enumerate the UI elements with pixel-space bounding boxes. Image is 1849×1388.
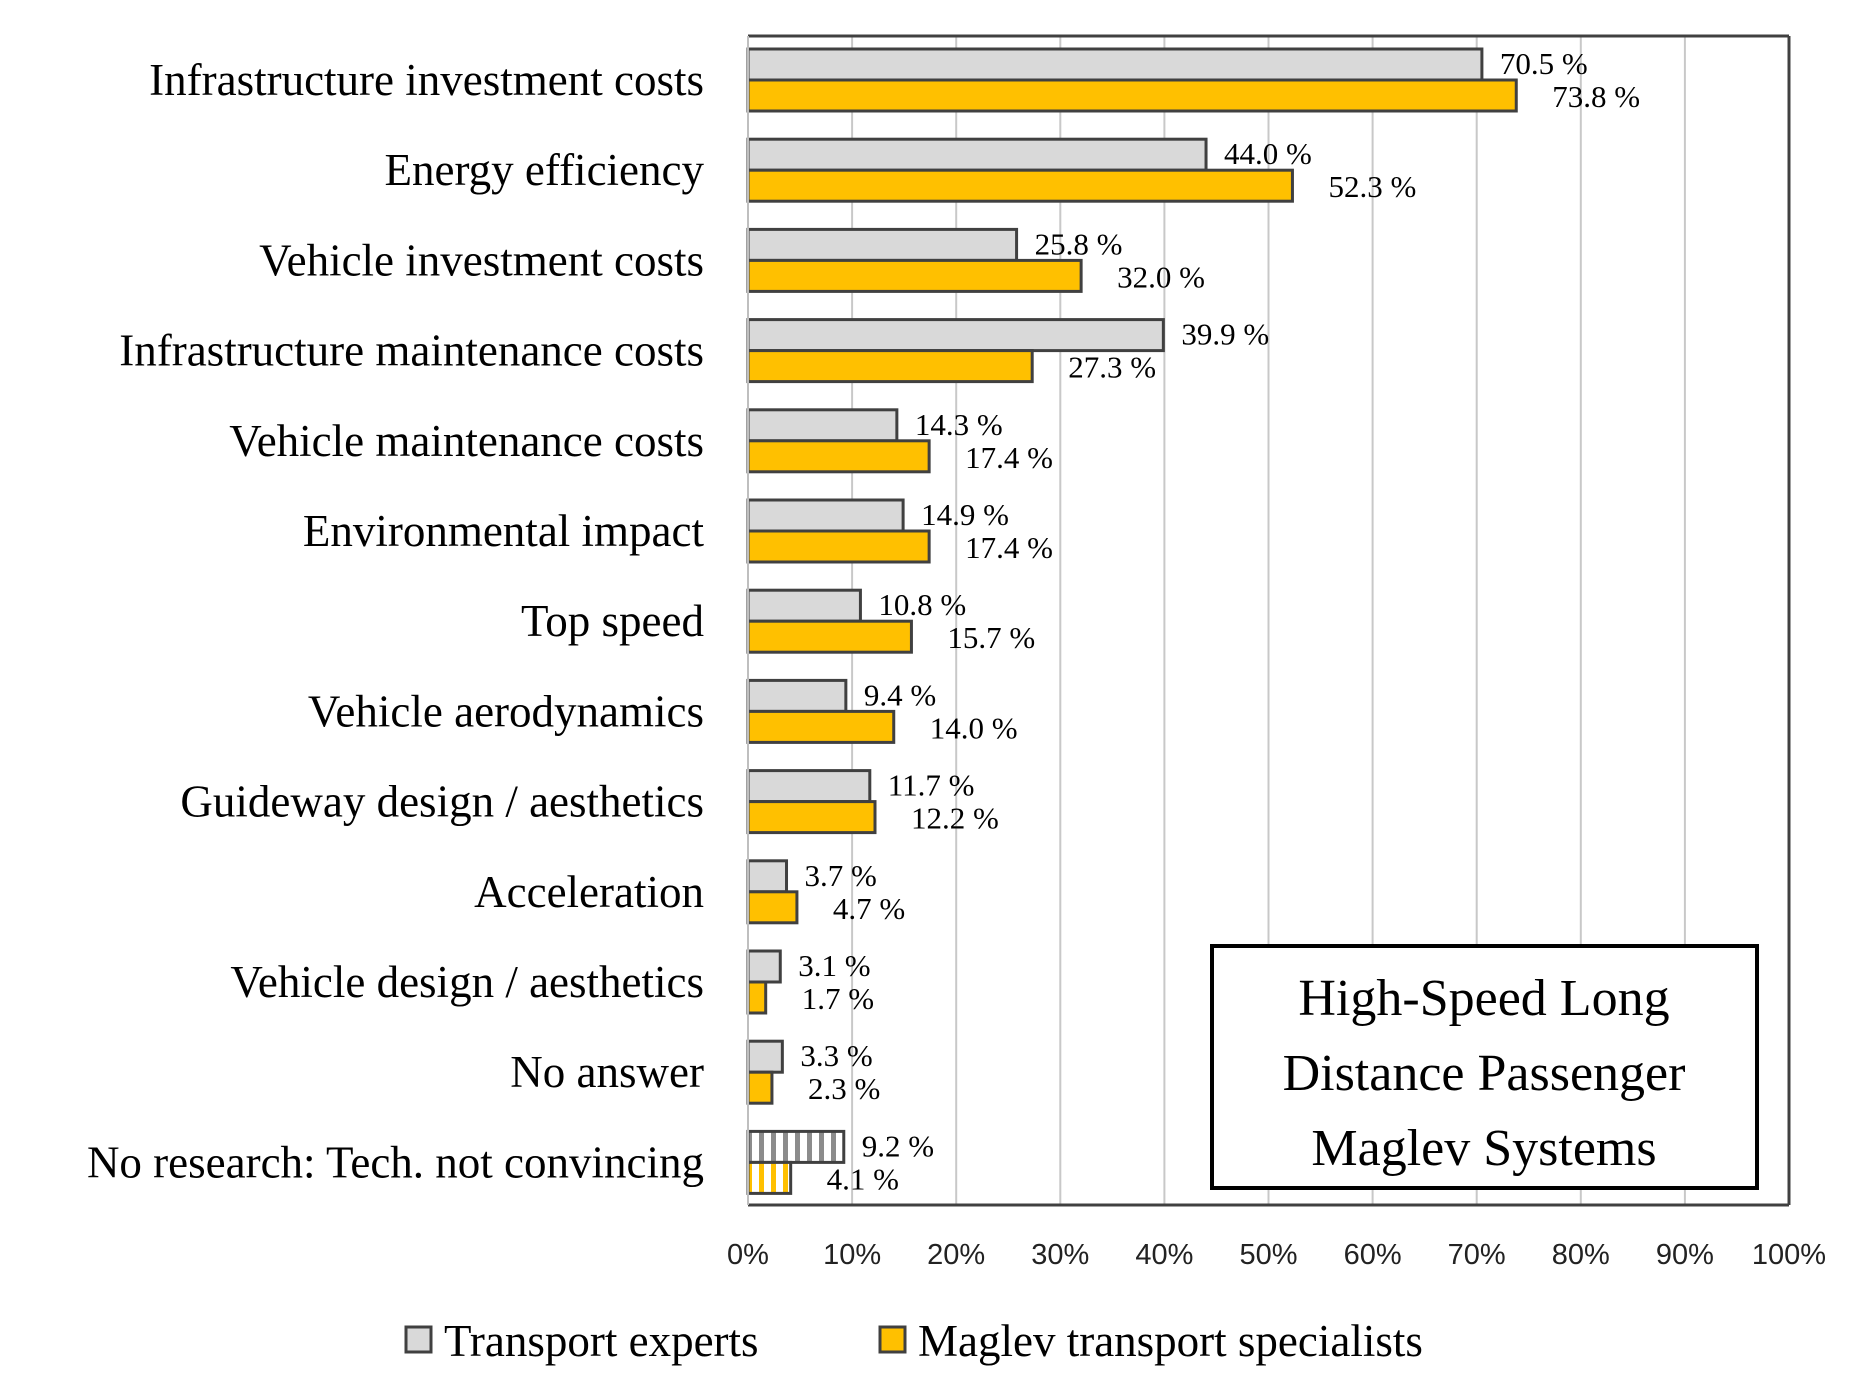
data-label: 14.3 % xyxy=(915,407,1003,442)
x-tick-label: 0% xyxy=(727,1239,769,1271)
chart-title-line: Distance Passenger xyxy=(1283,1045,1686,1102)
bar-transport-experts xyxy=(746,1039,784,1074)
x-tick-label: 100% xyxy=(1752,1239,1826,1271)
bar-transport-experts xyxy=(746,588,862,623)
category-label: Top speed xyxy=(521,596,704,646)
bar-maglev-specialists xyxy=(746,529,931,564)
chart-title-line: Maglev Systems xyxy=(1311,1120,1656,1177)
category-label: Vehicle design / aesthetics xyxy=(230,957,704,1007)
data-label: 70.5 % xyxy=(1500,46,1588,81)
bar-maglev-specialists xyxy=(746,1070,774,1105)
bar-maglev-specialists xyxy=(746,980,768,1015)
bar-transport-experts xyxy=(746,678,848,713)
data-label: 1.7 % xyxy=(802,981,874,1016)
category-label: Infrastructure maintenance costs xyxy=(119,326,704,376)
x-tick-label: 40% xyxy=(1135,1239,1193,1271)
x-tick-label: 70% xyxy=(1448,1239,1506,1271)
data-label: 52.3 % xyxy=(1328,169,1416,204)
data-label: 73.8 % xyxy=(1552,79,1640,114)
category-labels: Infrastructure investment costs Energy ef… xyxy=(87,55,705,1187)
bar-transport-experts xyxy=(746,408,899,443)
bar-maglev-specialists xyxy=(746,619,913,654)
data-label: 2.3 % xyxy=(808,1071,880,1106)
data-label: 14.9 % xyxy=(921,497,1009,532)
chart-title-line: High-Speed Long xyxy=(1298,970,1669,1027)
data-label: 3.3 % xyxy=(800,1038,872,1073)
x-tick-label: 90% xyxy=(1656,1239,1714,1271)
category-label: Vehicle aerodynamics xyxy=(308,686,704,736)
x-tick-labels: 0% 10% 20% 30% 40% 50% 60% 70% 80% 90% 100% xyxy=(727,1239,1826,1271)
data-label: 44.0 % xyxy=(1224,136,1312,171)
bar-transport-experts xyxy=(746,769,872,804)
x-tick-label: 30% xyxy=(1031,1239,1089,1271)
category-label: Environmental impact xyxy=(303,506,705,556)
data-label: 9.2 % xyxy=(862,1128,934,1163)
category-label: Guideway design / aesthetics xyxy=(180,777,704,827)
bar-maglev-specialists xyxy=(746,890,799,925)
category-label: Infrastructure investment costs xyxy=(149,55,704,105)
bar-maglev-specialists xyxy=(746,1160,793,1195)
bars xyxy=(746,47,1518,1195)
bar-transport-experts xyxy=(746,137,1208,172)
data-label: 14.0 % xyxy=(930,710,1018,745)
bar-maglev-specialists xyxy=(746,168,1294,203)
x-tick-label: 60% xyxy=(1344,1239,1402,1271)
bar-maglev-specialists xyxy=(746,78,1518,113)
title-box: High-Speed Long Distance Passenger Maglev … xyxy=(1210,944,1759,1190)
bar-maglev-specialists xyxy=(746,439,931,474)
data-label: 39.9 % xyxy=(1181,317,1269,352)
data-label: 25.8 % xyxy=(1035,226,1123,261)
bar-transport-experts xyxy=(746,498,905,533)
axes xyxy=(747,34,1791,1207)
category-label: No research: Tech. not convincing xyxy=(87,1137,704,1187)
data-label: 11.7 % xyxy=(888,768,975,803)
bar-transport-experts xyxy=(746,1129,846,1164)
data-label: 17.4 % xyxy=(965,530,1053,565)
category-label: Acceleration xyxy=(474,867,704,917)
data-label: 3.7 % xyxy=(805,858,877,893)
x-tick-label: 10% xyxy=(823,1239,881,1271)
data-label: 12.2 % xyxy=(911,801,999,836)
x-tick-label: 80% xyxy=(1552,1239,1610,1271)
title-box-frame xyxy=(1210,944,1759,1190)
legend-swatch xyxy=(404,1325,433,1354)
data-label: 17.4 % xyxy=(965,440,1053,475)
bar-transport-experts xyxy=(746,227,1019,262)
bar-transport-experts xyxy=(746,47,1484,82)
bar-maglev-specialists xyxy=(746,349,1034,384)
bar-maglev-specialists xyxy=(746,258,1083,293)
legend-label: Maglev transport specialists xyxy=(918,1316,1423,1366)
category-label: Energy efficiency xyxy=(385,145,705,195)
data-label: 4.7 % xyxy=(833,891,905,926)
bar-maglev-specialists xyxy=(746,800,877,835)
data-label: 32.0 % xyxy=(1117,259,1205,294)
bar-maglev-specialists xyxy=(746,709,896,744)
value-labels: 70.5 %73.8 % 44.0 % 52.3 % 25.8 %32.0 % 39.9… xyxy=(798,46,1640,1196)
legend-label: Transport experts xyxy=(444,1316,759,1366)
data-label: 4.1 % xyxy=(827,1161,899,1196)
x-tick-label: 50% xyxy=(1239,1239,1297,1271)
category-label: Vehicle investment costs xyxy=(259,235,704,285)
category-label: Vehicle maintenance costs xyxy=(229,416,704,466)
data-label: 27.3 % xyxy=(1068,350,1156,385)
bar-transport-experts xyxy=(746,949,782,984)
data-label: 10.8 % xyxy=(878,587,966,622)
data-label: 9.4 % xyxy=(864,677,936,712)
bar-transport-experts xyxy=(746,859,789,894)
category-label: No answer xyxy=(510,1047,704,1097)
legend: Transport experts Maglev transport specia… xyxy=(404,1316,1423,1366)
bar-transport-experts xyxy=(746,318,1165,353)
data-label: 15.7 % xyxy=(947,620,1035,655)
legend-swatch xyxy=(878,1325,907,1354)
data-label: 3.1 % xyxy=(798,948,870,983)
x-tick-label: 20% xyxy=(927,1239,985,1271)
